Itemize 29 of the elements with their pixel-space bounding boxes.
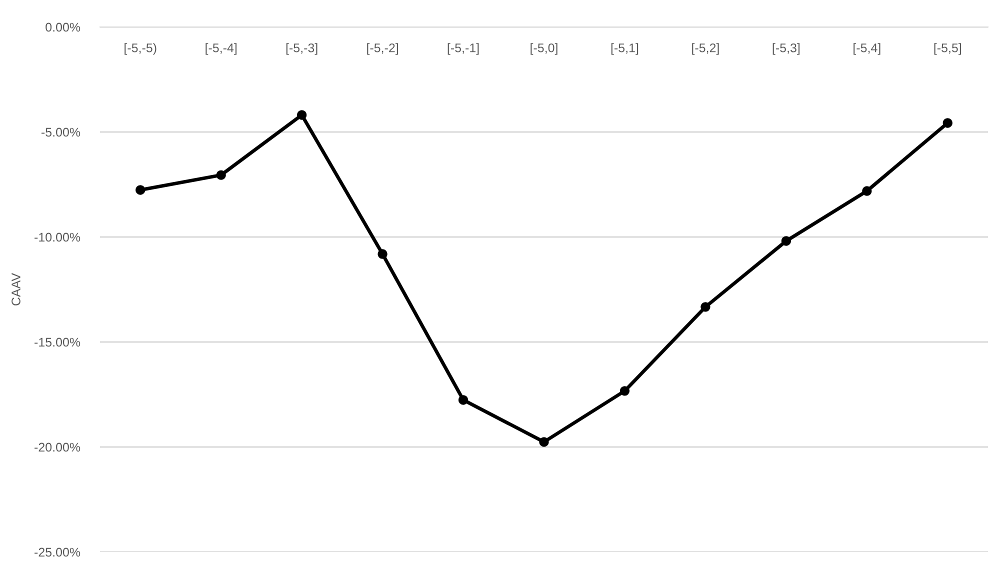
point	[136, 185, 146, 195]
point	[216, 170, 226, 180]
x-tick-label: [-5,-3]	[286, 43, 318, 55]
point	[458, 395, 468, 405]
y-tick-label: -10.00%	[34, 232, 80, 242]
point	[700, 302, 710, 312]
y-tick-label: 0.00%	[46, 22, 80, 32]
x-tick-label: [-5,1]	[611, 43, 638, 55]
y-tick-label: -15.00%	[34, 338, 80, 347]
x-tick-label: [-5,0]	[530, 43, 558, 55]
point	[781, 236, 792, 246]
point	[942, 118, 952, 128]
x-tick-label: [-5,-4]	[206, 43, 237, 55]
x-tick-label: [-5,3]	[772, 43, 800, 55]
x-tick-label: [-5,2]	[692, 43, 719, 55]
point	[378, 249, 388, 259]
point	[862, 186, 872, 196]
x-tick-label: [-5,5]	[934, 43, 961, 55]
point	[620, 386, 630, 396]
x-tick-label: [-5,4]	[854, 43, 880, 55]
x-tick-label: [-5,-2]	[367, 43, 398, 55]
y-tick-label: -25.00%	[34, 548, 80, 557]
y-tick-label: -5.00%	[42, 128, 80, 137]
point	[539, 437, 549, 447]
point	[296, 110, 307, 120]
y-axis-title: CAAV	[12, 272, 20, 306]
x-tick-label: [-5,-5)	[124, 43, 156, 55]
y-tick-label: -20.00%	[34, 442, 80, 452]
x-tick-label: [-5,-1]	[448, 43, 479, 55]
